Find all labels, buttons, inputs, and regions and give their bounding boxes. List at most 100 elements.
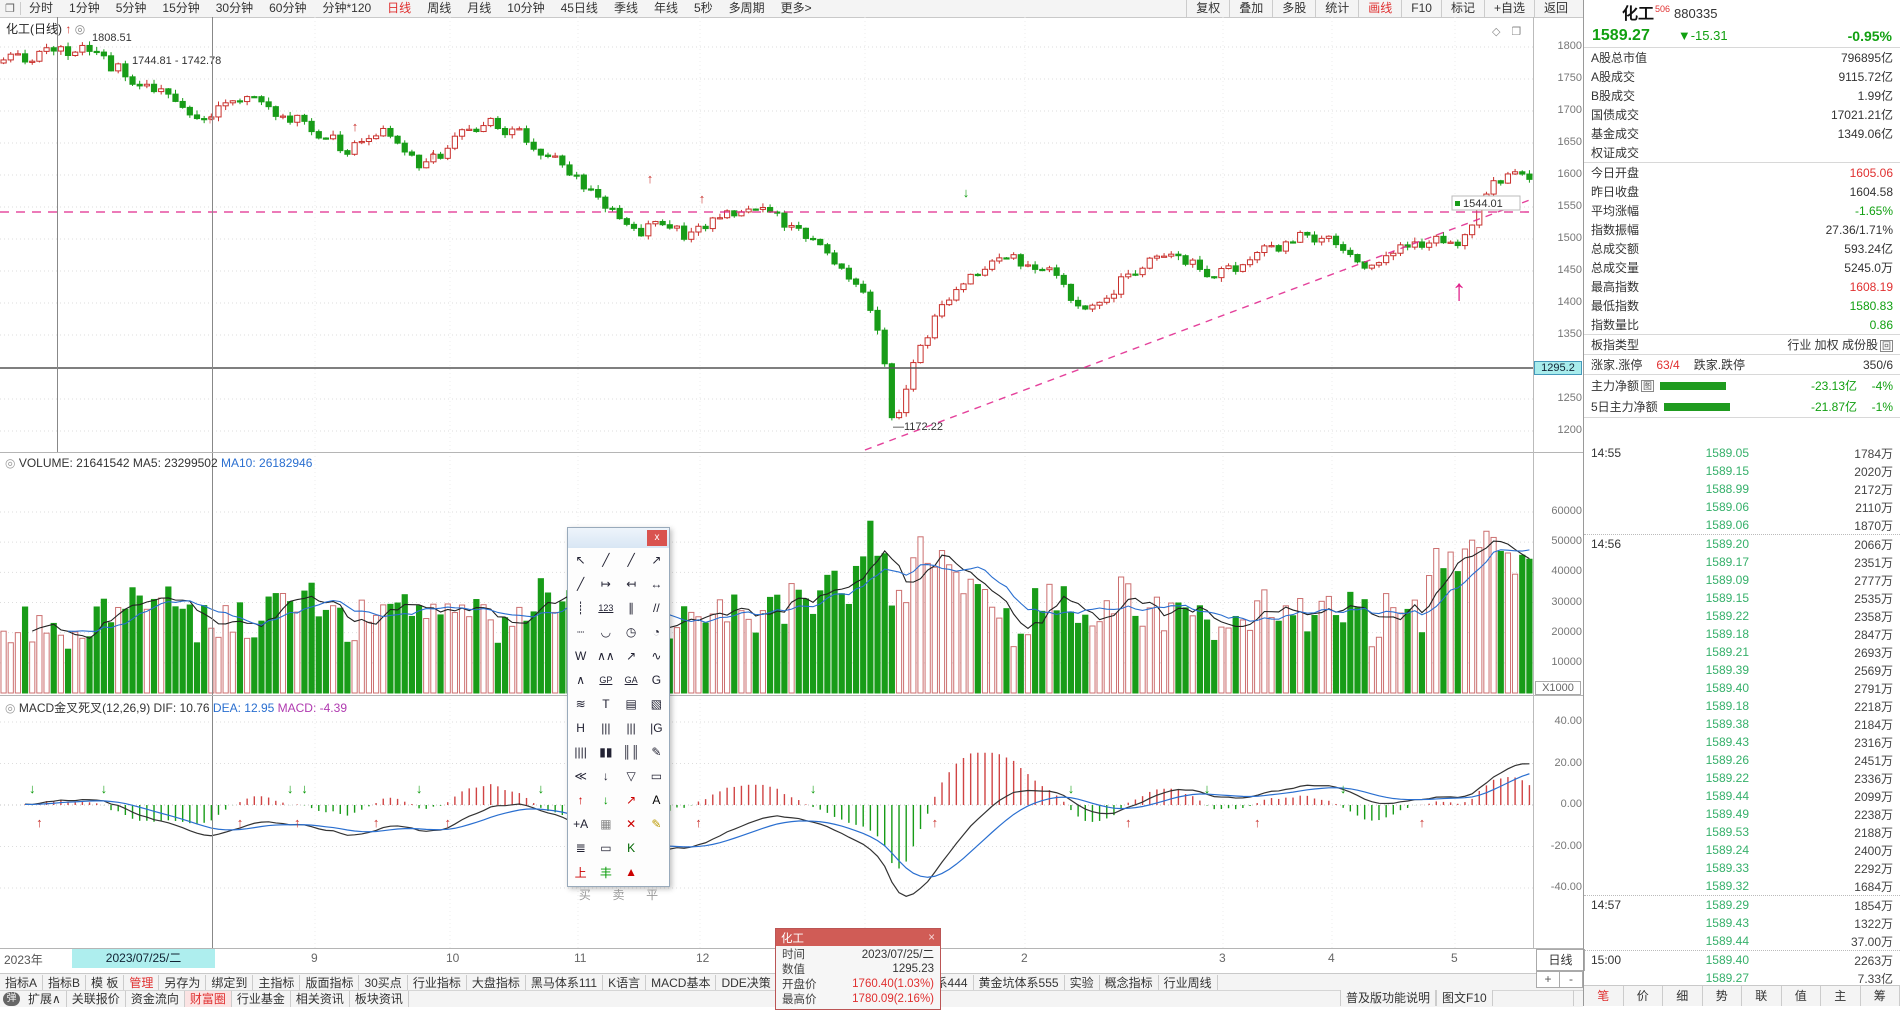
draw-tool-icon-r14c2[interactable]: 丰 bbox=[593, 860, 618, 884]
quote-tab-细[interactable]: 细 bbox=[1663, 986, 1703, 1006]
period-tab-季线[interactable]: 季线 bbox=[606, 0, 646, 17]
period-indicator-box[interactable]: 日线 bbox=[1536, 949, 1585, 971]
period-tab-分钟*120[interactable]: 分钟*120 bbox=[314, 0, 379, 17]
draw-tool-icon-r6c1[interactable]: ∧ bbox=[568, 668, 593, 692]
draw-tool-icon-r3c1[interactable]: ┊ bbox=[568, 596, 593, 620]
draw-tool-icon-r12c4[interactable]: ✎ bbox=[644, 812, 669, 836]
period-tab-周线[interactable]: 周线 bbox=[419, 0, 459, 17]
draw-tool-icon-r13c2[interactable]: ▭ bbox=[593, 836, 618, 860]
chart-corner-icons[interactable]: ◇ ❐ bbox=[1492, 25, 1525, 38]
zoom-in-button[interactable]: + bbox=[1536, 971, 1560, 988]
close-icon[interactable]: x bbox=[647, 530, 667, 546]
indicator-tab[interactable]: 版面指标 bbox=[300, 975, 359, 991]
indicator-tab[interactable]: 行业周线 bbox=[1159, 975, 1218, 991]
draw-tool-icon-r7c3[interactable]: ▤ bbox=[619, 692, 644, 716]
draw-tool-icon-r2c4[interactable]: ↔ bbox=[644, 572, 669, 596]
quote-tab-价[interactable]: 价 bbox=[1624, 986, 1664, 1006]
draw-tool-icon-r12c1[interactable]: +A bbox=[568, 812, 593, 836]
indicator-toggle-icon[interactable]: ◎ bbox=[5, 701, 15, 715]
period-tab-30分钟[interactable]: 30分钟 bbox=[208, 0, 261, 17]
toolbar-button-统计[interactable]: 统计 bbox=[1315, 0, 1358, 17]
draw-tool-icon-r14c1[interactable]: 上 bbox=[568, 860, 593, 884]
indicator-tab[interactable]: 管理 bbox=[124, 975, 159, 991]
draw-tool-icon-r3c2[interactable]: 123 bbox=[593, 596, 618, 620]
window-icon[interactable]: ❐ bbox=[0, 2, 21, 15]
indicator-tab[interactable]: 绑定到 bbox=[206, 975, 253, 991]
extension-tab[interactable]: 相关资讯 bbox=[291, 991, 350, 1007]
draw-tool-icon-r8c4[interactable]: |G bbox=[644, 716, 669, 740]
toolbar-button-叠加[interactable]: 叠加 bbox=[1229, 0, 1272, 17]
extension-tab[interactable]: 板块资讯 bbox=[350, 991, 409, 1007]
draw-tool-icon-r4c1[interactable]: ┈ bbox=[568, 620, 593, 644]
f10-button[interactable]: 图文F10 bbox=[1436, 990, 1493, 1006]
draw-tool-icon-r13c3[interactable]: K bbox=[619, 836, 644, 860]
draw-tool-icon-r8c1[interactable]: H bbox=[568, 716, 593, 740]
indicator-tab[interactable]: MACD基本 bbox=[646, 975, 716, 991]
draw-tool-icon-r2c3[interactable]: ↤ bbox=[619, 572, 644, 596]
indicator-tab[interactable]: 30买点 bbox=[359, 975, 407, 991]
draw-tool-icon-r11c1[interactable]: ↑ bbox=[568, 788, 593, 812]
constituents-icon[interactable]: 回 bbox=[1880, 340, 1893, 352]
indicator-tab[interactable]: 模 板 bbox=[86, 975, 124, 991]
draw-tool-icon-r8c2[interactable]: ||| bbox=[593, 716, 618, 740]
period-tab-5分钟[interactable]: 5分钟 bbox=[108, 0, 155, 17]
draw-tool-icon-r5c1[interactable]: W bbox=[568, 644, 593, 668]
data-tip-header[interactable]: 化工 × bbox=[776, 929, 940, 946]
indicator-tab[interactable]: 概念指标 bbox=[1100, 975, 1159, 991]
draw-tool-icon-r1c3[interactable]: ╱ bbox=[619, 548, 644, 572]
indicator-tab[interactable]: DDE决策 bbox=[716, 975, 776, 991]
draw-tool-icon-r1c1[interactable]: ↖ bbox=[568, 548, 593, 572]
macd-chart-canvas[interactable]: ↓↑↓↑↓↑↓↑↓↑↓↑↓↑↓↑↓↑↓↑ bbox=[0, 695, 1533, 948]
indicator-tab[interactable]: 大盘指标 bbox=[467, 975, 526, 991]
palette-action-平[interactable]: 平 bbox=[635, 884, 669, 906]
chart-icon[interactable]: 图 bbox=[1641, 380, 1654, 392]
toolbar-button-多股[interactable]: 多股 bbox=[1272, 0, 1315, 17]
draw-tool-icon-r14c3[interactable]: ▲ bbox=[619, 860, 644, 884]
draw-tool-icon-r5c3[interactable]: ↗ bbox=[619, 644, 644, 668]
indicator-tab[interactable]: 行业指标 bbox=[408, 975, 467, 991]
draw-tool-icon-r11c2[interactable]: ↓ bbox=[593, 788, 618, 812]
quote-tab-联[interactable]: 联 bbox=[1742, 986, 1782, 1006]
draw-tool-icon-r13c1[interactable]: ≣ bbox=[568, 836, 593, 860]
draw-tool-icon-r9c4[interactable]: ✎ bbox=[644, 740, 669, 764]
toolbar-button-标记[interactable]: 标记 bbox=[1441, 0, 1484, 17]
period-tab-多周期[interactable]: 多周期 bbox=[721, 0, 773, 17]
indicator-tab[interactable]: 指标A bbox=[0, 975, 43, 991]
quote-tab-笔[interactable]: 笔 bbox=[1584, 986, 1624, 1006]
period-tab-15分钟[interactable]: 15分钟 bbox=[154, 0, 207, 17]
draw-tool-icon-r7c4[interactable]: ▧ bbox=[644, 692, 669, 716]
period-tab-更多>[interactable]: 更多> bbox=[773, 0, 820, 17]
draw-tool-icon-r4c2[interactable]: ◡ bbox=[593, 620, 618, 644]
draw-tool-icon-r12c2[interactable]: ▦ bbox=[593, 812, 618, 836]
draw-tool-icon-r11c4[interactable]: A bbox=[644, 788, 669, 812]
period-tab-年线[interactable]: 年线 bbox=[646, 0, 686, 17]
draw-tool-icon-r6c2[interactable]: GP bbox=[593, 668, 618, 692]
extension-tab[interactable]: 扩展∧ bbox=[23, 991, 67, 1007]
indicator-tab[interactable]: 黑马体系111 bbox=[526, 975, 603, 991]
indicator-tab[interactable]: 主指标 bbox=[253, 975, 300, 991]
period-tab-月线[interactable]: 月线 bbox=[459, 0, 499, 17]
draw-tool-icon-r6c4[interactable]: G bbox=[644, 668, 669, 692]
zoom-out-button[interactable]: - bbox=[1560, 971, 1583, 988]
draw-tool-icon-r1c4[interactable]: ↗ bbox=[644, 548, 669, 572]
volume-chart-canvas[interactable] bbox=[0, 452, 1533, 695]
period-tab-1分钟[interactable]: 1分钟 bbox=[61, 0, 108, 17]
extension-tab[interactable]: 关联报价 bbox=[67, 991, 126, 1007]
indicator-tab[interactable]: 实验 bbox=[1065, 975, 1100, 991]
indicator-tab[interactable]: 指标B bbox=[43, 975, 86, 991]
draw-tool-icon-r2c2[interactable]: ↦ bbox=[593, 572, 618, 596]
palette-titlebar[interactable]: x bbox=[568, 528, 669, 548]
extension-tab[interactable]: 资金流向 bbox=[126, 991, 185, 1007]
draw-tool-icon-r6c3[interactable]: GA bbox=[619, 668, 644, 692]
period-tab-日线[interactable]: 日线 bbox=[379, 0, 419, 17]
close-icon[interactable]: × bbox=[928, 932, 935, 944]
draw-tool-icon-r9c1[interactable]: |||| bbox=[568, 740, 593, 764]
draw-tool-icon-r4c3[interactable]: ◷ bbox=[619, 620, 644, 644]
draw-tool-icon-r10c4[interactable]: ▭ bbox=[644, 764, 669, 788]
toolbar-button-F10[interactable]: F10 bbox=[1401, 0, 1441, 17]
popup-badge[interactable]: 弹 bbox=[3, 992, 20, 1006]
period-tab-60分钟[interactable]: 60分钟 bbox=[261, 0, 314, 17]
draw-tool-icon-r9c3[interactable]: ║║ bbox=[619, 740, 644, 764]
draw-tool-icon-r7c1[interactable]: ≋ bbox=[568, 692, 593, 716]
